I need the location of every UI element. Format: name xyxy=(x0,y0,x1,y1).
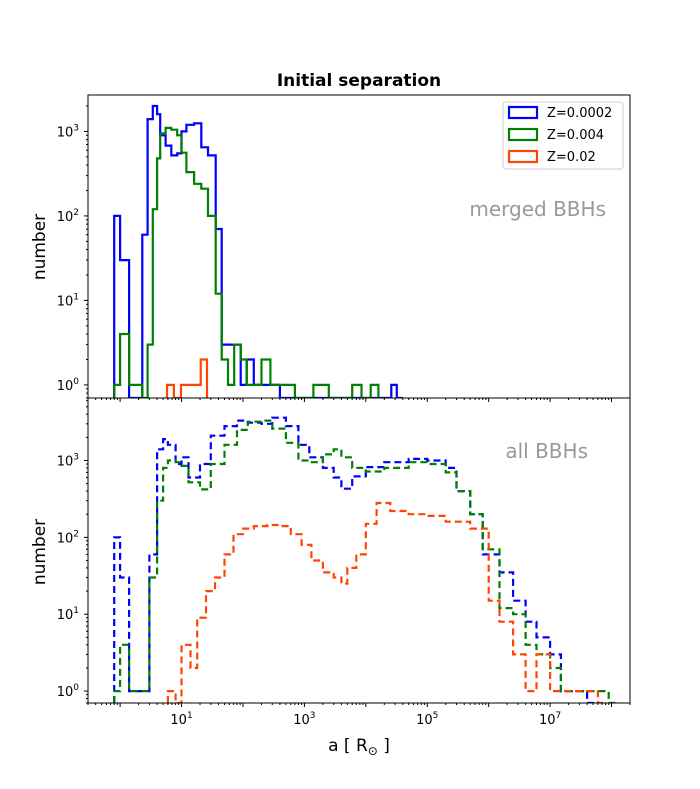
x-tick-label: 105 xyxy=(416,711,438,728)
legend-label: Z=0.004 xyxy=(547,128,604,143)
y-tick-label: 102 xyxy=(57,208,79,225)
panel-all-bbhs: 100 101 102 103 all BBHs number xyxy=(30,397,631,704)
legend: Z=0.0002 Z=0.004 Z=0.02 xyxy=(502,101,624,170)
series-z-0-02-merged xyxy=(165,358,209,398)
y-ticks-merged: 100 101 102 103 xyxy=(57,105,88,399)
annotation-all-bbhs: all BBHs xyxy=(505,439,588,463)
x-axis-label: a [ R⊙ ] xyxy=(328,736,390,758)
y-axis-label-all: number xyxy=(30,519,50,585)
y-tick-label: 103 xyxy=(57,123,79,140)
x-ticks: 101 103 105 107 xyxy=(87,398,631,728)
plot-frame-all xyxy=(87,397,631,704)
series-z-0-004-merged xyxy=(113,126,380,398)
y-tick-label: 103 xyxy=(57,452,79,469)
y-tick-label: 102 xyxy=(57,529,79,546)
series-z-0-0002-all xyxy=(113,416,595,703)
annotation-merged-bbhs: merged BBHs xyxy=(469,197,606,221)
series-group-merged xyxy=(113,104,403,398)
y-tick-label: 101 xyxy=(57,606,79,623)
y-tick-label: 100 xyxy=(57,377,80,394)
legend-label: Z=0.0002 xyxy=(547,106,612,121)
x-tick-label: 101 xyxy=(170,711,192,728)
legend-swatch xyxy=(507,127,539,142)
y-axis-label-merged: number xyxy=(30,214,50,280)
y-tick-label: 100 xyxy=(57,683,80,700)
y-tick-label: 101 xyxy=(57,292,79,309)
y-ticks-all: 100 101 102 103 xyxy=(57,400,88,704)
series-z-0-02-all xyxy=(166,501,605,703)
panel-merged-bbhs: 100 101 102 103 merged BBHs number Z=0.0002… xyxy=(30,94,631,399)
series-z-0-004-all xyxy=(113,419,616,703)
x-tick-label: 107 xyxy=(539,711,561,728)
series-group-all xyxy=(113,416,616,703)
x-tick-label: 103 xyxy=(293,711,315,728)
legend-label: Z=0.02 xyxy=(547,150,596,165)
legend-swatch xyxy=(507,149,539,164)
series-z-0-0002-merged xyxy=(113,104,403,398)
chart-title: Initial separation xyxy=(277,71,441,91)
legend-swatch xyxy=(507,105,539,120)
